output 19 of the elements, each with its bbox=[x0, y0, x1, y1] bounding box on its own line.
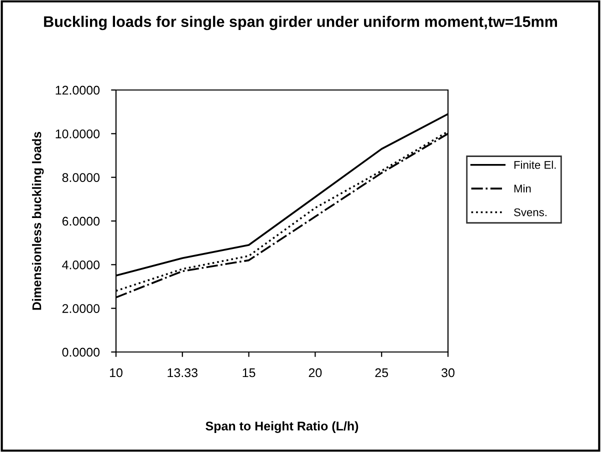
chart-title: Buckling loads for single span girder under uniform moment,tw=15mm bbox=[44, 16, 557, 30]
y-tick-label: 8.0000 bbox=[62, 173, 100, 182]
y-axis-title: Dimensionless buckling loads bbox=[32, 132, 44, 310]
y-tick-label: 12.0000 bbox=[56, 86, 100, 95]
x-tick-label: 20 bbox=[308, 368, 322, 378]
y-tick-label: 2.0000 bbox=[62, 304, 100, 313]
legend-label: Min bbox=[514, 184, 531, 192]
x-tick-label: 30 bbox=[442, 368, 454, 378]
x-tick-label: 25 bbox=[375, 368, 388, 378]
legend-label: Finite El. bbox=[514, 160, 556, 169]
x-tick-label: 15 bbox=[242, 368, 256, 378]
y-tick-label: 0.0000 bbox=[62, 348, 100, 357]
y-tick-label: 4.0000 bbox=[62, 260, 100, 270]
legend-label: Svens. bbox=[514, 208, 546, 216]
x-tick-label: 10 bbox=[110, 368, 122, 378]
y-tick-label: 10.0000 bbox=[56, 129, 100, 138]
x-tick-label: 13.33 bbox=[168, 368, 198, 378]
x-axis-title: Span to Height Ratio (L/h) bbox=[206, 421, 358, 433]
y-tick-label: 6.0000 bbox=[62, 216, 100, 226]
